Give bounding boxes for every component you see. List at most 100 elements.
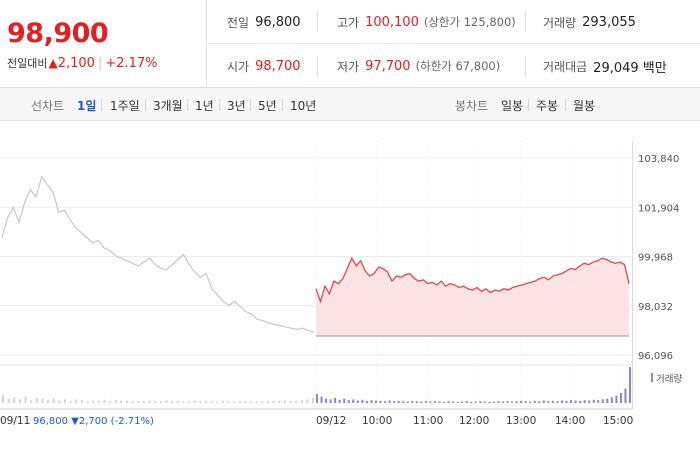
change-value: 2,100 (57, 56, 95, 71)
divider (317, 56, 318, 76)
chart-canvas: 103,840 101,904 99,968 98,032 96,096 거래량 09/… (0, 141, 682, 427)
stat-value: 97,700 (365, 58, 411, 74)
volume-bar (619, 392, 622, 403)
volume-bar (86, 401, 89, 403)
up-arrow-icon: ▲ (48, 56, 58, 70)
volume-bar (452, 401, 455, 403)
tab-3year[interactable]: 3년 (227, 99, 246, 113)
stat-high: 고가 100,100 (상한가 125,800) (337, 0, 516, 44)
volume-bar (316, 394, 318, 403)
volume-bar (233, 401, 236, 403)
volume-bar (13, 397, 16, 403)
volume-legend-label: 거래량 (656, 373, 682, 385)
volume-bar (154, 400, 157, 403)
volume-bar (41, 399, 44, 403)
volume-bar (80, 400, 83, 403)
volume-bar (379, 400, 382, 403)
volume-bar (533, 400, 536, 403)
tab-separator (565, 99, 566, 111)
tab-daily-candle[interactable]: 일봉 (501, 99, 524, 113)
volume-bar (238, 401, 241, 403)
volume-bar (329, 399, 332, 403)
volume-bar (488, 401, 491, 403)
volume-bar (501, 401, 504, 403)
volume-bar (35, 397, 38, 403)
volume-bar (165, 400, 168, 403)
volume-bar (365, 400, 368, 403)
volume-bar (583, 400, 586, 403)
tab-separator (528, 99, 529, 111)
tab-monthly-candle[interactable]: 월봉 (573, 99, 596, 113)
volume-bar (114, 400, 117, 403)
volume-bar (574, 400, 577, 403)
volume-bar (497, 401, 500, 403)
volume-bar (320, 396, 323, 403)
volume-bar (560, 400, 563, 403)
volume-bar (188, 401, 190, 403)
volume-bar (601, 399, 604, 403)
volume-bar (306, 399, 309, 403)
chart-grid (0, 141, 633, 409)
volume-bar (542, 400, 545, 403)
volume-bar (465, 401, 468, 403)
volume-bar (131, 401, 134, 403)
volume-bar (538, 401, 541, 403)
volume-panel: 거래량 (0, 364, 682, 403)
tab-1year[interactable]: 1년 (195, 99, 214, 113)
volume-bar (64, 399, 66, 403)
line-chart-label: 선차트 (31, 99, 65, 113)
volume-bar (483, 401, 486, 403)
stat-sub: (상한가 125,800) (423, 15, 516, 29)
volume-bar (438, 401, 441, 403)
stat-value: 100,100 (365, 14, 419, 30)
volume-bar (325, 398, 328, 403)
volume-bar (216, 401, 219, 403)
volume-bar (361, 399, 364, 403)
volume-bar (424, 401, 427, 403)
volume-bar (227, 401, 230, 403)
tab-5year[interactable]: 5년 (258, 99, 277, 113)
x-tick-label: 14:00 (555, 415, 585, 427)
volume-bar (126, 400, 128, 403)
tab-1week[interactable]: 1주일 (110, 99, 140, 113)
volume-bar (397, 400, 400, 403)
volume-bar (210, 401, 213, 403)
current-price: 98,900 (7, 18, 109, 49)
today-series (315, 256, 630, 337)
volume-bar (120, 400, 123, 403)
x-axis: 09/11 09/12 10:00 11:00 12:00 13:00 14:00 15:00… (0, 408, 633, 427)
volume-bar (283, 400, 286, 403)
stat-low: 저가 97,700 (하한가 67,800) (337, 44, 500, 88)
prev-day-summary: 96,800 ▼2,700 (-2.71%) (33, 416, 154, 427)
volume-bar (266, 401, 269, 403)
candle-chart-label: 봉차트 (455, 99, 489, 113)
price-chart[interactable]: 103,840 101,904 99,968 98,032 96,096 거래량 09/… (0, 121, 700, 450)
separator: | (97, 56, 103, 71)
stat-trade-amount: 거래대금 29,049 백만 (543, 44, 667, 88)
volume-bar (69, 400, 72, 403)
tab-1day[interactable]: 1일 (77, 99, 97, 113)
tab-weekly-candle[interactable]: 주봉 (536, 99, 559, 113)
stat-label: 거래대금 (543, 59, 588, 74)
volume-bar (176, 400, 179, 403)
tab-3month[interactable]: 3개월 (153, 99, 183, 113)
stat-label: 전일 (227, 15, 250, 30)
volume-bar (588, 400, 591, 403)
volume-bar (443, 401, 446, 403)
volume-bar (393, 401, 396, 403)
today-area-fill (316, 258, 629, 336)
volume-bar (551, 400, 554, 403)
volume-bar (347, 400, 350, 403)
volume-bar (565, 400, 568, 403)
tab-10year[interactable]: 10년 (290, 99, 317, 113)
volume-bar (250, 401, 252, 403)
volume-bar (47, 400, 50, 403)
stat-prev-close: 전일 96,800 (227, 0, 301, 44)
chart-tabs: 선차트 1일 1주일 3개월 1년 3년 5년 10년 봉차트 일봉 주봉 월봉 (0, 88, 700, 121)
volume-bar (411, 400, 414, 403)
x-tick-label: 11:00 (413, 415, 443, 427)
tab-separator (101, 99, 102, 111)
y-axis: 103,840 101,904 99,968 98,032 96,096 (638, 154, 679, 362)
x-tick-label: 15:00 (603, 415, 633, 427)
x-tick-label: 12:00 (459, 415, 489, 427)
